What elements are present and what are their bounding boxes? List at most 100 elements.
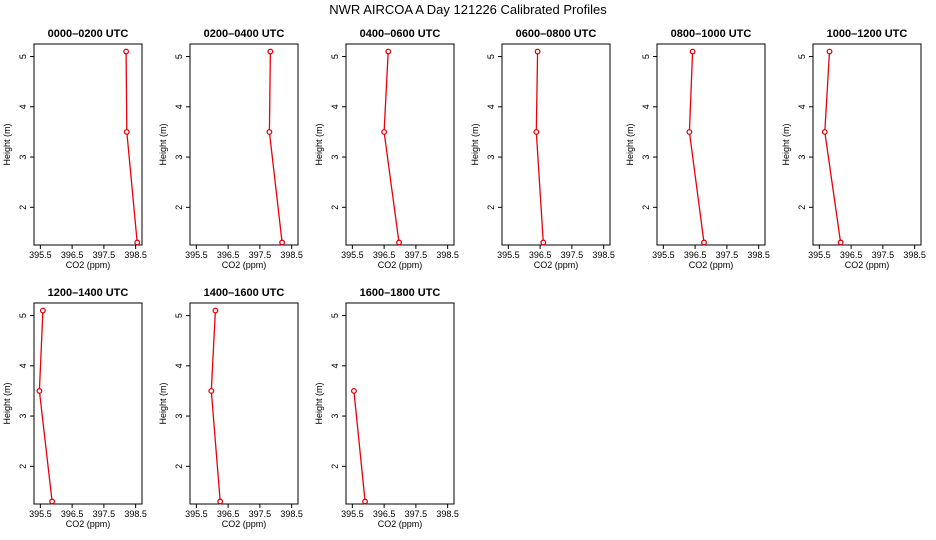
y-tick-label: 3 (797, 155, 807, 160)
profile-line (38, 310, 53, 502)
plot-frame (345, 43, 455, 246)
x-tick-label: 397.5 (93, 509, 116, 519)
x-tick-label: 395.5 (185, 509, 208, 519)
data-point (212, 307, 219, 314)
data-point (36, 387, 43, 394)
y-tick-label: 2 (797, 205, 807, 210)
data-point (279, 239, 286, 246)
x-axis-label: CO2 (ppm) (378, 519, 423, 529)
profile-panel: 1400–1600 UTC 395.5 396.5 397.5 398.5 2 3 4 5 CO2… (158, 287, 303, 529)
profile-panel: 0800–1000 UTC 395.5 396.5 397.5 398.5 2 3 4 5 CO2… (625, 28, 770, 270)
x-tick-label: 398.5 (124, 250, 147, 260)
x-axis-label: CO2 (ppm) (222, 260, 267, 270)
plot-frame (501, 43, 611, 246)
y-axis-label: Height (m) (2, 123, 12, 165)
x-tick-label: 397.5 (249, 509, 272, 519)
data-point (217, 498, 224, 505)
y-tick-label: 5 (174, 313, 184, 318)
x-axis-label: CO2 (ppm) (534, 260, 579, 270)
y-tick-label: 5 (18, 54, 28, 59)
y-axis-label: Height (m) (470, 123, 480, 165)
profile-line (383, 51, 400, 243)
data-point (826, 48, 833, 55)
plot-frame (33, 302, 143, 505)
y-axis-label: Height (m) (314, 382, 324, 424)
y-tick-label: 4 (797, 104, 807, 109)
x-tick-label: 398.5 (280, 509, 303, 519)
data-point (396, 239, 402, 246)
panel-title: 1200–1400 UTC (48, 287, 129, 299)
x-tick-label: 397.5 (405, 250, 428, 260)
y-tick-label: 5 (174, 54, 184, 59)
y-tick-label: 3 (18, 414, 28, 419)
data-point (134, 239, 141, 246)
y-tick-label: 2 (330, 205, 340, 210)
y-tick-label: 2 (486, 205, 496, 210)
x-tick-label: 396.5 (61, 250, 84, 260)
profile-panel: 0200–0400 UTC 395.5 396.5 397.5 398.5 2 3 4 5 CO2… (158, 28, 303, 270)
x-tick-label: 398.5 (436, 509, 459, 519)
y-axis-label: Height (m) (158, 123, 168, 165)
data-point (39, 307, 46, 314)
y-axis-label: Height (m) (2, 382, 12, 424)
panel-title: 0200–0400 UTC (204, 28, 285, 40)
x-tick-label: 396.5 (217, 250, 240, 260)
x-tick-label: 395.5 (652, 250, 675, 260)
y-axis-label: Height (m) (314, 123, 324, 165)
y-tick-label: 4 (174, 104, 184, 109)
x-tick-label: 396.5 (217, 509, 240, 519)
x-tick-label: 397.5 (716, 250, 739, 260)
y-tick-label: 3 (486, 155, 496, 160)
profile-line (824, 51, 842, 243)
y-tick-label: 4 (330, 363, 340, 368)
y-tick-label: 3 (641, 155, 651, 160)
data-point (49, 498, 56, 505)
data-point (837, 239, 844, 246)
x-tick-label: 397.5 (249, 250, 272, 260)
y-tick-label: 2 (330, 464, 340, 469)
y-tick-label: 5 (330, 313, 340, 318)
data-point (534, 48, 541, 55)
x-tick-label: 395.5 (29, 509, 52, 519)
plot-frame (812, 43, 922, 246)
profile-panel: 0000–0200 UTC 395.5 396.5 397.5 398.5 2 3 4 5 CO2… (2, 28, 147, 270)
x-tick-label: 397.5 (872, 250, 895, 260)
profile-panel: 1200–1400 UTC 395.5 396.5 397.5 398.5 2 3 4 5 CO2… (2, 287, 147, 529)
y-axis-label: Height (m) (158, 382, 168, 424)
plot-frame (345, 302, 455, 505)
x-tick-label: 396.5 (373, 509, 396, 519)
x-tick-label: 395.5 (341, 509, 364, 519)
y-tick-label: 2 (18, 464, 28, 469)
x-tick-label: 398.5 (747, 250, 770, 260)
y-tick-label: 2 (641, 205, 651, 210)
x-tick-label: 397.5 (93, 250, 116, 260)
data-point (701, 239, 707, 246)
x-tick-label: 398.5 (592, 250, 615, 260)
y-tick-label: 3 (330, 155, 340, 160)
x-tick-label: 398.5 (124, 509, 147, 519)
x-tick-label: 396.5 (61, 509, 84, 519)
x-tick-label: 395.5 (497, 250, 520, 260)
data-point (267, 48, 274, 55)
x-tick-label: 396.5 (373, 250, 396, 260)
plot-frame (189, 302, 299, 505)
y-tick-label: 2 (174, 464, 184, 469)
y-tick-label: 5 (18, 313, 28, 318)
profile-line (210, 310, 221, 502)
panel-title: 0800–1000 UTC (671, 28, 752, 40)
data-point (533, 128, 540, 135)
y-tick-label: 3 (174, 155, 184, 160)
y-tick-label: 3 (174, 414, 184, 419)
x-axis-label: CO2 (ppm) (378, 260, 423, 270)
profile-panel: 0400–0600 UTC 395.5 396.5 397.5 398.5 2 3 4 5 CO2… (314, 28, 459, 270)
data-point (689, 48, 696, 55)
y-tick-label: 5 (641, 54, 651, 59)
data-point (821, 128, 828, 135)
plot-frame (33, 43, 143, 246)
x-axis-label: CO2 (ppm) (689, 260, 734, 270)
panel-title: 1000–1200 UTC (827, 28, 908, 40)
x-tick-label: 397.5 (561, 250, 584, 260)
data-point (266, 128, 273, 135)
profile-panel: 1000–1200 UTC 395.5 396.5 397.5 398.5 2 3 4 5 CO2… (781, 28, 926, 270)
